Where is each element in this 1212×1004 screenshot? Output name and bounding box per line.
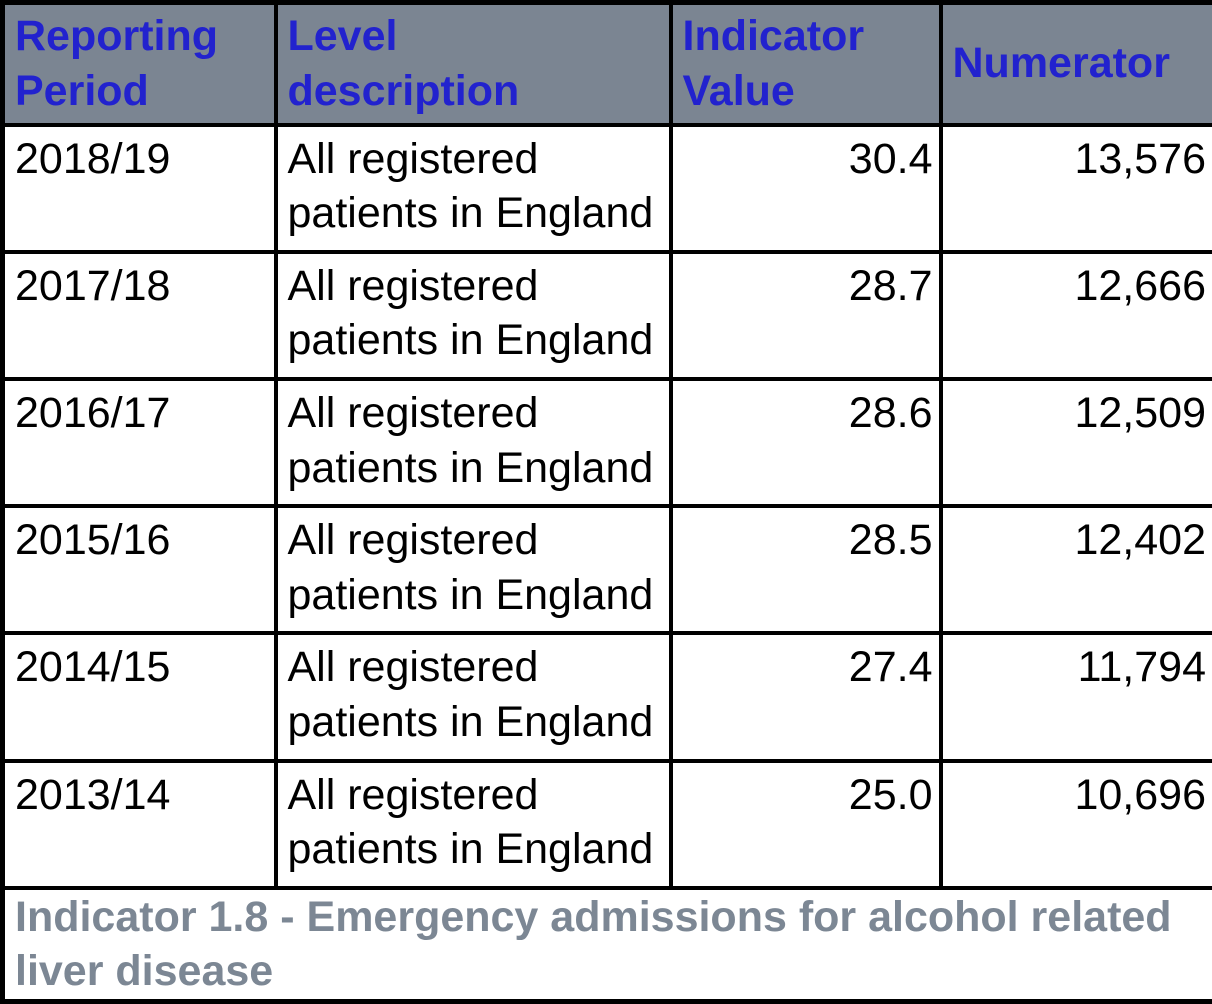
cell-level-description: All registered patients in England bbox=[273, 631, 673, 763]
cell-reporting-period: 2015/16 bbox=[0, 504, 278, 636]
table-row: 2018/19 All registered patients in Engla… bbox=[0, 122, 1212, 254]
cell-reporting-period: 2018/19 bbox=[0, 122, 278, 254]
cell-numerator: 10,696 bbox=[938, 758, 1212, 890]
cell-numerator: 12,666 bbox=[938, 249, 1212, 381]
table-row: 2015/16 All registered patients in Engla… bbox=[0, 504, 1212, 636]
cell-numerator: 11,794 bbox=[938, 631, 1212, 763]
cell-indicator-value: 30.4 bbox=[668, 122, 943, 254]
table-row: 2014/15 All registered patients in Engla… bbox=[0, 631, 1212, 763]
cell-numerator: 13,576 bbox=[938, 122, 1212, 254]
cell-numerator: 12,509 bbox=[938, 376, 1212, 509]
cell-indicator-value: 28.6 bbox=[668, 376, 943, 509]
indicator-caption: Indicator 1.8 - Emergency admissions for… bbox=[0, 885, 1212, 1004]
table-row: 2016/17 All registered patients in Engla… bbox=[0, 376, 1212, 509]
table-row: 2013/14 All registered patients in Engla… bbox=[0, 758, 1212, 890]
cell-reporting-period: 2017/18 bbox=[0, 249, 278, 381]
cell-numerator: 12,402 bbox=[938, 504, 1212, 636]
cell-reporting-period: 2016/17 bbox=[0, 376, 278, 509]
header-numerator: Numerator bbox=[938, 0, 1212, 127]
cell-reporting-period: 2014/15 bbox=[0, 631, 278, 763]
cell-level-description: All registered patients in England bbox=[273, 249, 673, 381]
cell-indicator-value: 28.7 bbox=[668, 249, 943, 381]
table-row: 2017/18 All registered patients in Engla… bbox=[0, 249, 1212, 381]
cell-indicator-value: 27.4 bbox=[668, 631, 943, 763]
cell-level-description: All registered patients in England bbox=[273, 504, 673, 636]
header-reporting-period: Reporting Period bbox=[0, 0, 278, 127]
cell-level-description: All registered patients in England bbox=[273, 376, 673, 509]
header-level-description: Level description bbox=[273, 0, 673, 127]
header-indicator-value: Indicator Value bbox=[668, 0, 943, 127]
caption-row: Indicator 1.8 - Emergency admissions for… bbox=[0, 885, 1212, 1004]
cell-level-description: All registered patients in England bbox=[273, 122, 673, 254]
cell-level-description: All registered patients in England bbox=[273, 758, 673, 890]
cell-indicator-value: 25.0 bbox=[668, 758, 943, 890]
cell-indicator-value: 28.5 bbox=[668, 504, 943, 636]
cell-reporting-period: 2013/14 bbox=[0, 758, 278, 890]
header-row: Reporting Period Level description Indic… bbox=[0, 0, 1212, 127]
